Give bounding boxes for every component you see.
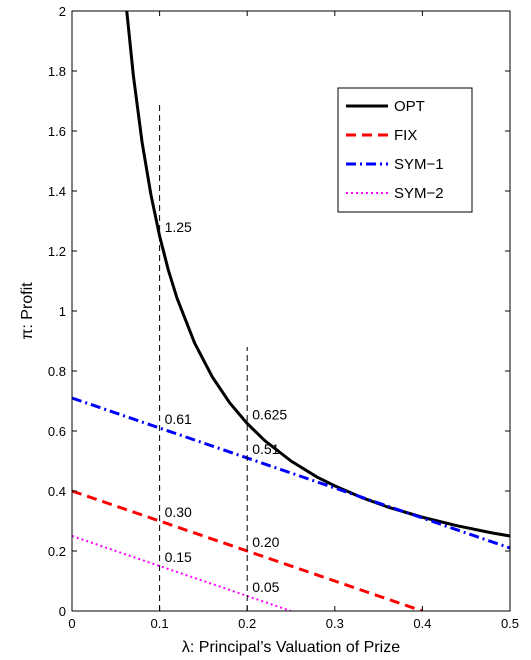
y-tick-label-3: 0.6 (48, 424, 66, 439)
legend-label-2: SYM−1 (394, 156, 444, 173)
ticks-layer: 0 0.1 0.2 0.3 0.4 0.5 0 0.2 0.4 0.6 0.8 1 1.2 1.4 1.6 1… (48, 4, 519, 631)
y-tick-label-10: 2 (59, 4, 66, 19)
vertical-lines-layer (159, 104, 248, 611)
x-tick-label-4: 0.4 (413, 616, 431, 631)
data-label-6: 0.20 (252, 534, 279, 550)
x-axis-label: λ: Principal’s Valuation of Prize (182, 639, 400, 656)
data-label-4: 0.625 (252, 407, 287, 423)
series-line-3 (72, 535, 292, 611)
legend-label-1: FIX (394, 127, 417, 144)
x-tick-label-2: 0.2 (238, 616, 256, 631)
y-axis-label: π: Profit (19, 282, 36, 340)
x-tick-label-3: 0.3 (326, 616, 344, 631)
annotations-layer: 1.25 0.61 0.30 0.15 0.625 0.51 0.20 0.05 (165, 219, 288, 595)
y-tick-label-7: 1.4 (48, 184, 66, 199)
y-tick-label-4: 0.8 (48, 364, 66, 379)
data-label-3: 0.15 (165, 549, 192, 565)
legend-label-0: OPT (394, 98, 425, 115)
x-tick-label-5: 0.5 (501, 616, 519, 631)
series-line-0 (125, 11, 510, 538)
y-tick-label-0: 0 (59, 604, 66, 619)
legend-box (337, 87, 473, 213)
legend: OPT FIX SYM−1 SYM−2 (337, 87, 473, 213)
x-tick-label-1: 0.1 (151, 616, 169, 631)
legend-label-3: SYM−2 (394, 185, 444, 202)
data-label-7: 0.05 (252, 579, 279, 595)
y-tick-label-2: 0.4 (48, 484, 66, 499)
data-label-2: 0.30 (165, 504, 192, 520)
data-label-1: 0.61 (165, 411, 192, 427)
y-tick-label-1: 0.2 (48, 544, 66, 559)
legend-items: OPT FIX SYM−1 SYM−2 (346, 98, 444, 202)
y-tick-label-8: 1.6 (48, 124, 66, 139)
x-tick-label-0: 0 (68, 616, 75, 631)
series-line-2 (72, 396, 510, 550)
y-tick-label-9: 1.8 (48, 64, 66, 79)
data-label-5: 0.51 (252, 441, 279, 457)
y-tick-label-5: 1 (59, 304, 66, 319)
y-tick-label-6: 1.2 (48, 244, 66, 259)
data-label-0: 1.25 (165, 219, 192, 235)
